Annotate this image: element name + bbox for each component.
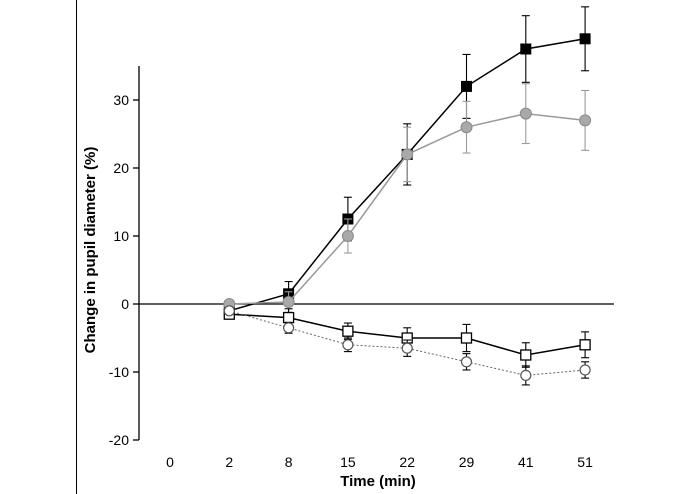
data-point bbox=[520, 349, 532, 361]
series-filled-circle bbox=[223, 83, 592, 313]
data-point bbox=[282, 295, 295, 308]
y-axis-label: Change in pupil diameter (%) bbox=[82, 147, 99, 354]
data-point bbox=[519, 107, 532, 120]
data-point bbox=[341, 230, 354, 242]
x-tick-label: 0 bbox=[166, 454, 174, 470]
data-point bbox=[401, 148, 414, 161]
data-point bbox=[461, 80, 472, 92]
x-tick-label: 51 bbox=[577, 454, 593, 470]
x-tick-label: 8 bbox=[285, 454, 293, 470]
y-tick-label: -20 bbox=[109, 432, 129, 448]
y-tick-label: -10 bbox=[109, 364, 129, 380]
data-point bbox=[520, 369, 532, 381]
x-tick-label: 15 bbox=[340, 454, 356, 470]
data-point bbox=[579, 339, 591, 351]
data-point bbox=[223, 305, 235, 317]
data-point bbox=[283, 322, 295, 334]
data-point bbox=[460, 121, 473, 134]
y-tick-label: 10 bbox=[113, 228, 129, 244]
axis-labels: Change in pupil diameter (%) Time (min) bbox=[82, 147, 416, 490]
data-point bbox=[460, 332, 473, 344]
x-axis-label: Time (min) bbox=[340, 473, 416, 490]
chart-axes: 30 20 10 0 -10 -20 0 2 8 15 22 29 41 51 bbox=[109, 66, 614, 470]
data-point bbox=[579, 114, 592, 127]
y-tick-label: 0 bbox=[121, 296, 129, 312]
data-point bbox=[401, 342, 413, 354]
y-tick-label: 30 bbox=[113, 92, 129, 108]
data-point bbox=[282, 311, 295, 324]
page-edge-line bbox=[76, 0, 77, 494]
series-open-square bbox=[223, 308, 591, 368]
series-layer bbox=[223, 6, 592, 386]
data-point bbox=[342, 339, 354, 351]
x-tick-label: 41 bbox=[518, 454, 534, 470]
series-open-circle bbox=[223, 305, 591, 386]
data-point bbox=[579, 33, 591, 45]
x-tick-label: 29 bbox=[459, 454, 475, 470]
data-point bbox=[460, 356, 473, 368]
data-point bbox=[579, 364, 591, 376]
y-tick-label: 20 bbox=[113, 160, 129, 176]
data-point bbox=[342, 325, 354, 337]
x-tick-label: 2 bbox=[225, 454, 233, 470]
x-tick-label: 22 bbox=[399, 454, 415, 470]
data-point bbox=[520, 43, 532, 55]
